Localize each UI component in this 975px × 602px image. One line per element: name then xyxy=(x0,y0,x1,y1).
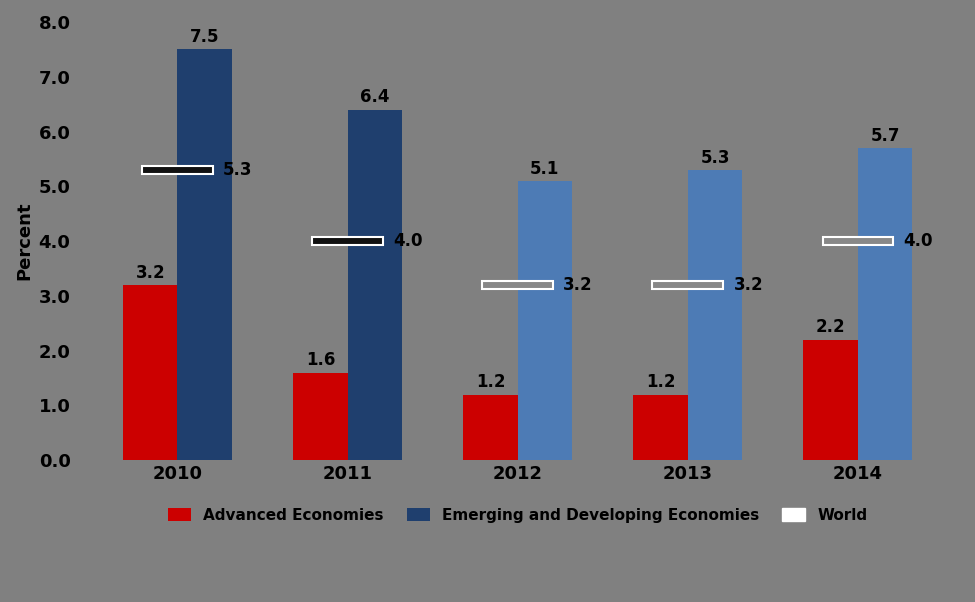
Legend: Advanced Economies, Emerging and Developing Economies, World: Advanced Economies, Emerging and Develop… xyxy=(168,507,868,523)
Text: 1.2: 1.2 xyxy=(645,373,676,391)
Bar xyxy=(293,373,348,461)
Text: 1.6: 1.6 xyxy=(306,352,335,370)
Y-axis label: Percent: Percent xyxy=(15,202,33,281)
Bar xyxy=(518,181,572,461)
Bar xyxy=(652,281,723,289)
Text: 1.2: 1.2 xyxy=(476,373,505,391)
Text: 5.3: 5.3 xyxy=(700,149,730,167)
Text: 5.3: 5.3 xyxy=(223,161,253,179)
Bar xyxy=(634,394,687,461)
Text: 3.2: 3.2 xyxy=(564,276,593,294)
Bar xyxy=(177,49,232,461)
Text: 6.4: 6.4 xyxy=(360,88,390,107)
Bar xyxy=(142,166,213,174)
Bar xyxy=(312,237,383,245)
Bar xyxy=(858,148,913,461)
Text: 3.2: 3.2 xyxy=(136,264,165,282)
Text: 3.2: 3.2 xyxy=(733,276,763,294)
Text: 4.0: 4.0 xyxy=(393,232,423,250)
Bar xyxy=(463,394,518,461)
Bar xyxy=(348,110,402,461)
Bar xyxy=(823,237,893,245)
Bar xyxy=(803,340,858,461)
Bar xyxy=(123,285,177,461)
Text: 7.5: 7.5 xyxy=(190,28,219,46)
Bar xyxy=(687,170,742,461)
Text: 5.1: 5.1 xyxy=(530,160,560,178)
Text: 2.2: 2.2 xyxy=(816,318,845,337)
Text: 5.7: 5.7 xyxy=(871,126,900,144)
Text: 4.0: 4.0 xyxy=(904,232,933,250)
Bar xyxy=(483,281,553,289)
